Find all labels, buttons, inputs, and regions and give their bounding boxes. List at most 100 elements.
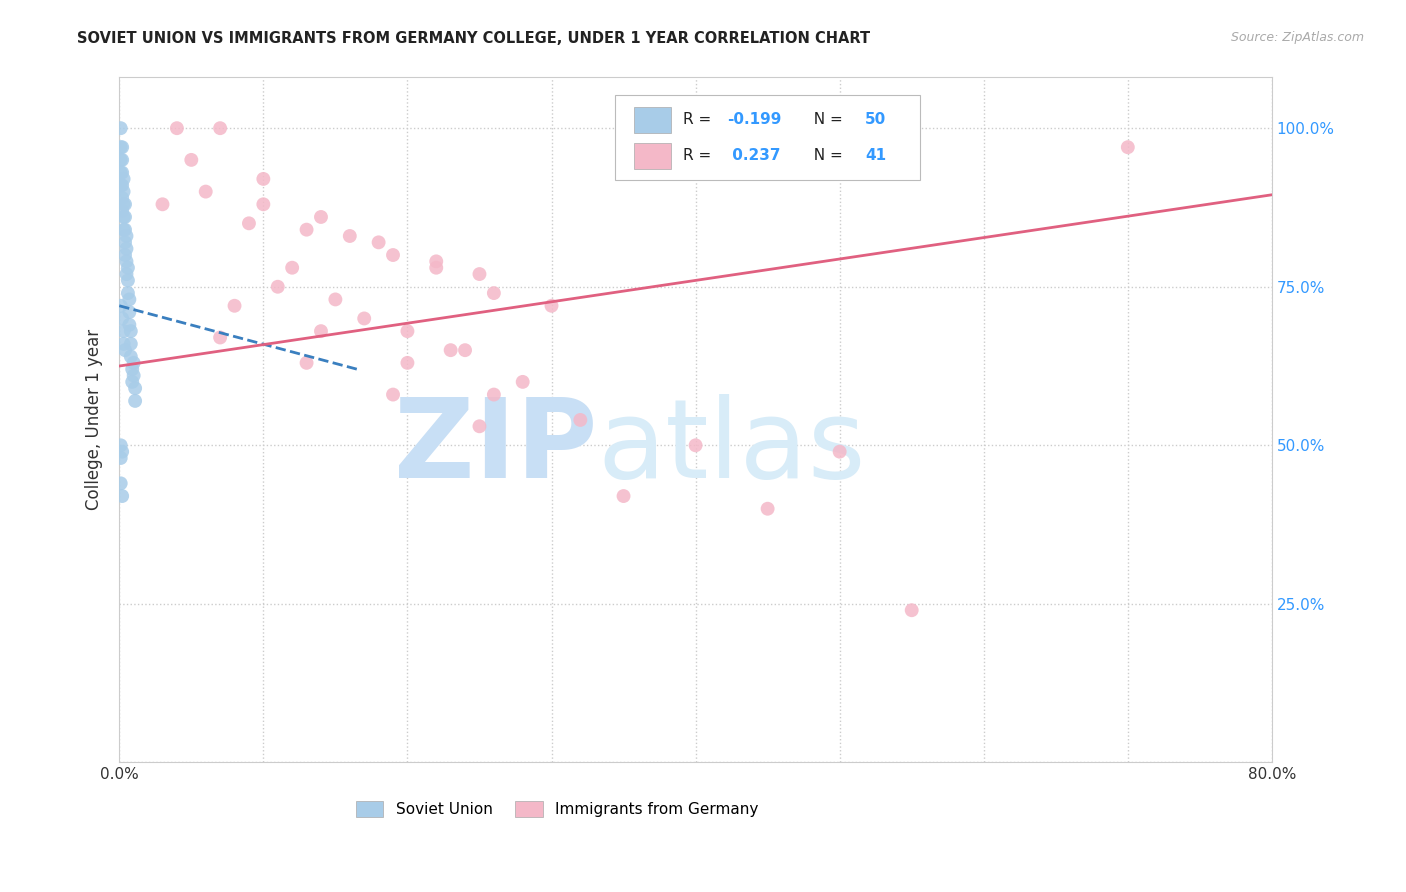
Point [425, 254, 447, 268]
Text: 50: 50 [865, 112, 886, 127]
Point [111, 311, 134, 326]
Point [1116, 140, 1139, 154]
Point [396, 356, 419, 370]
Point [115, 242, 138, 256]
Point [118, 318, 141, 332]
Text: R =: R = [683, 112, 716, 127]
Text: atlas: atlas [598, 394, 866, 500]
Point [124, 381, 146, 395]
Point [281, 260, 304, 275]
Point [112, 336, 135, 351]
Point [110, 140, 132, 154]
Point [166, 121, 188, 136]
Point [114, 235, 136, 250]
Point [111, 191, 134, 205]
Point [180, 153, 202, 167]
Text: 0.237: 0.237 [727, 148, 780, 163]
Point [353, 311, 375, 326]
Point [111, 165, 134, 179]
Bar [634, 107, 672, 134]
Point [111, 140, 134, 154]
Point [111, 489, 134, 503]
Point [121, 362, 143, 376]
Point [382, 387, 405, 401]
Point [112, 197, 135, 211]
Point [114, 210, 136, 224]
Point [468, 267, 491, 281]
Point [114, 197, 136, 211]
Bar [634, 143, 672, 169]
Point [468, 419, 491, 434]
Point [482, 286, 505, 301]
Point [115, 254, 138, 268]
Point [454, 343, 477, 358]
Point [482, 387, 505, 401]
Y-axis label: College, Under 1 year: College, Under 1 year [86, 329, 103, 510]
Point [110, 299, 132, 313]
Point [110, 153, 132, 167]
Text: Source: ZipAtlas.com: Source: ZipAtlas.com [1230, 31, 1364, 45]
Point [124, 393, 146, 408]
Point [425, 260, 447, 275]
Point [111, 153, 134, 167]
Point [382, 248, 405, 262]
Point [120, 336, 142, 351]
Point [112, 210, 135, 224]
Point [111, 178, 134, 193]
Point [111, 203, 134, 218]
Point [112, 185, 135, 199]
Point [900, 603, 922, 617]
Point [224, 299, 246, 313]
Point [209, 121, 232, 136]
Point [110, 450, 132, 465]
Point [512, 375, 534, 389]
Point [122, 356, 145, 370]
Point [367, 235, 389, 250]
Point [110, 438, 132, 452]
Text: 41: 41 [865, 148, 886, 163]
Point [396, 324, 419, 338]
Point [295, 222, 318, 236]
Text: ZIP: ZIP [394, 394, 598, 500]
Point [309, 324, 332, 338]
Point [569, 413, 592, 427]
Point [295, 356, 318, 370]
Point [112, 324, 135, 338]
Point [267, 279, 290, 293]
Point [110, 165, 132, 179]
Point [115, 229, 138, 244]
Point [122, 368, 145, 383]
Point [252, 172, 274, 186]
Point [112, 222, 135, 236]
Point [110, 121, 132, 136]
Point [152, 197, 174, 211]
Point [612, 489, 634, 503]
Point [110, 476, 132, 491]
Point [828, 444, 851, 458]
Point [112, 172, 135, 186]
Point [325, 293, 347, 307]
Point [540, 299, 562, 313]
Point [339, 229, 361, 244]
Point [118, 293, 141, 307]
Point [440, 343, 463, 358]
Point [252, 197, 274, 211]
Point [120, 350, 142, 364]
Point [118, 305, 141, 319]
Point [114, 248, 136, 262]
Point [756, 501, 779, 516]
Point [117, 260, 139, 275]
Text: SOVIET UNION VS IMMIGRANTS FROM GERMANY COLLEGE, UNDER 1 YEAR CORRELATION CHART: SOVIET UNION VS IMMIGRANTS FROM GERMANY … [77, 31, 870, 46]
Point [309, 210, 332, 224]
Point [117, 273, 139, 287]
Point [121, 375, 143, 389]
Point [238, 216, 260, 230]
FancyBboxPatch shape [614, 95, 921, 180]
Text: N =: N = [804, 148, 848, 163]
Text: -0.199: -0.199 [727, 112, 782, 127]
Point [114, 343, 136, 358]
Point [110, 178, 132, 193]
Point [209, 330, 232, 344]
Point [117, 286, 139, 301]
Point [194, 185, 217, 199]
